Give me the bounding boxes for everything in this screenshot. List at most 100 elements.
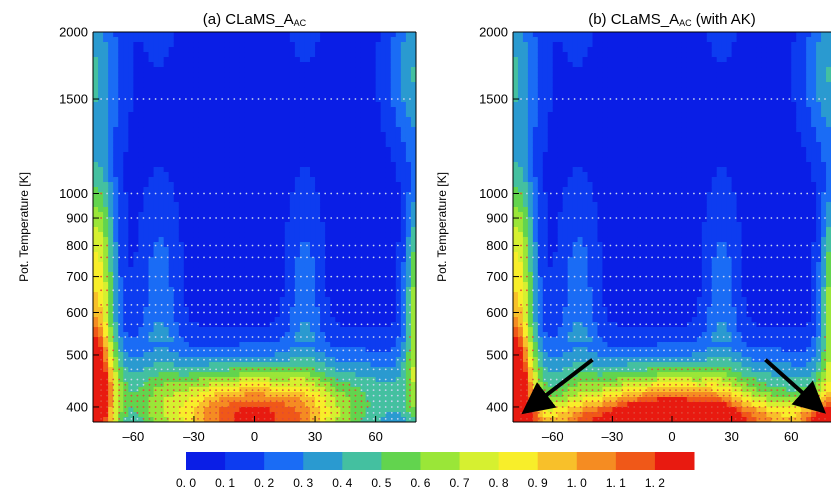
contour-cell <box>325 407 331 413</box>
contour-cell <box>193 267 200 273</box>
contour-cell <box>284 107 291 113</box>
contour-cell <box>123 232 129 238</box>
contour-cell <box>209 287 215 293</box>
contour-cell <box>108 382 114 388</box>
contour-cell <box>289 267 296 273</box>
contour-cell <box>234 182 240 188</box>
contour-cell <box>133 142 140 148</box>
contour-cell <box>133 117 140 123</box>
contour-cell <box>168 302 175 308</box>
contour-cell <box>148 217 155 223</box>
contour-cell <box>400 327 407 333</box>
contour-cell <box>93 222 99 228</box>
contour-cell <box>234 242 240 248</box>
contour-cell <box>365 237 372 243</box>
contour-cell <box>249 87 256 93</box>
contour-cell <box>103 177 109 183</box>
contour-cell <box>355 112 362 118</box>
contour-cell <box>299 47 306 53</box>
contour-cell <box>148 212 155 218</box>
contour-cell <box>103 252 109 258</box>
contour-cell <box>153 107 160 113</box>
contour-cell <box>113 62 119 68</box>
contour-cell <box>350 382 357 388</box>
contour-cell <box>385 407 392 413</box>
contour-cell <box>138 412 145 418</box>
contour-cell <box>410 87 416 93</box>
contour-cell <box>269 207 276 213</box>
contour-cell <box>395 397 402 403</box>
contour-cell <box>158 317 165 323</box>
contour-cell <box>158 172 165 178</box>
contour-cell <box>123 152 129 158</box>
contour-cell <box>360 222 367 228</box>
contour-cell <box>385 137 392 143</box>
contour-cell <box>244 142 251 148</box>
contour-cell <box>395 202 402 208</box>
contour-cell <box>375 297 382 303</box>
contour-cell <box>365 177 372 183</box>
contour-cell <box>315 262 321 268</box>
contour-cell <box>219 272 225 278</box>
contour-cell <box>264 297 271 303</box>
contour-cell <box>284 157 291 163</box>
contour-cell <box>274 92 281 98</box>
contour-cell <box>395 132 402 138</box>
contour-cell <box>224 152 230 158</box>
contour-cell <box>335 127 341 133</box>
contour-cell <box>355 67 362 73</box>
contour-cell <box>390 327 397 333</box>
contour-cell <box>168 277 175 283</box>
contour-cell <box>259 352 266 358</box>
contour-cell <box>244 327 251 333</box>
contour-cell <box>209 107 215 113</box>
contour-cell <box>103 332 109 338</box>
contour-cell <box>395 87 402 93</box>
contour-cell <box>330 417 336 422</box>
contour-cell <box>310 412 316 418</box>
contour-cell <box>284 367 291 373</box>
contour-cell <box>234 237 240 243</box>
contour-cell <box>269 267 276 273</box>
contour-cell <box>209 47 215 53</box>
contour-cell <box>325 307 331 313</box>
contour-cell <box>244 107 251 113</box>
contour-cell <box>380 352 387 358</box>
contour-cell <box>370 217 377 223</box>
contour-cell <box>153 312 160 318</box>
contour-cell <box>234 402 240 408</box>
contour-cell <box>153 287 160 293</box>
contour-cell <box>274 227 281 233</box>
contour-cell <box>410 167 416 173</box>
contour-cell <box>249 132 256 138</box>
contour-cell <box>405 52 412 58</box>
contour-cell <box>385 292 392 298</box>
contour-cell <box>395 67 402 73</box>
contour-cell <box>350 292 357 298</box>
contour-cell <box>289 242 296 248</box>
contour-cell <box>98 342 104 348</box>
contour-cell <box>304 197 311 203</box>
contour-cell <box>153 297 160 303</box>
contour-cell <box>294 72 301 78</box>
contour-cell <box>365 132 372 138</box>
contour-cell <box>173 287 180 293</box>
contour-cell <box>148 412 155 418</box>
contour-cell <box>143 97 150 103</box>
contour-cell <box>123 142 129 148</box>
contour-cell <box>173 137 180 143</box>
contour-cell <box>234 377 240 383</box>
contour-cell <box>163 227 170 233</box>
contour-cell <box>239 277 246 283</box>
contour-cell <box>143 322 150 328</box>
contour-cell <box>274 142 281 148</box>
contour-cell <box>168 57 175 63</box>
contour-cell <box>98 52 104 58</box>
contour-cell <box>123 277 129 283</box>
contour-cell <box>299 282 306 288</box>
contour-cell <box>315 352 321 358</box>
contour-cell <box>279 317 286 323</box>
contour-cell <box>315 87 321 93</box>
contour-cell <box>148 52 155 58</box>
contour-cell <box>244 297 251 303</box>
